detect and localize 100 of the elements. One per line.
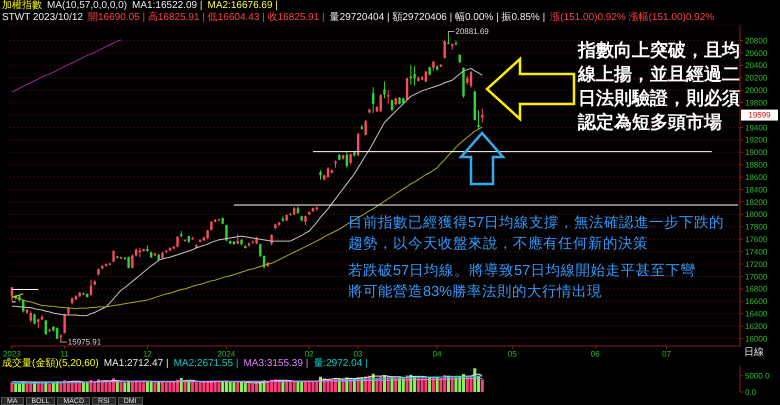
bar bbox=[26, 383, 29, 392]
bar bbox=[164, 382, 168, 392]
bar bbox=[153, 382, 156, 392]
bar bbox=[228, 382, 232, 392]
y-tick-label: 17800 bbox=[745, 222, 768, 232]
y-tick-label: 20400 bbox=[745, 61, 768, 70]
x-tick-label: 04 bbox=[432, 350, 442, 359]
candlestick bbox=[127, 256, 130, 269]
candlestick bbox=[410, 64, 412, 86]
candlestick bbox=[236, 234, 239, 245]
y-tick-label: 20800 bbox=[745, 36, 768, 46]
y-tick-label: 16400 bbox=[745, 310, 768, 319]
y-tick-label: 19800 bbox=[745, 98, 768, 108]
bar bbox=[217, 382, 220, 392]
bar bbox=[304, 380, 307, 392]
chart-title: 加權指數 bbox=[2, 0, 42, 12]
y-tick-label: 16200 bbox=[745, 322, 768, 331]
candlestick bbox=[380, 93, 382, 112]
candlestick bbox=[364, 119, 367, 136]
bar bbox=[315, 382, 318, 392]
candlestick bbox=[44, 319, 48, 336]
bar bbox=[138, 381, 142, 392]
bar bbox=[82, 382, 85, 392]
bar bbox=[40, 383, 44, 392]
x-tick-label: 07 bbox=[662, 350, 672, 359]
annotation: 15975.91 bbox=[68, 338, 102, 347]
bar bbox=[142, 382, 146, 392]
bar bbox=[194, 382, 198, 392]
candlestick bbox=[406, 77, 408, 101]
bar bbox=[470, 377, 473, 392]
bar bbox=[127, 380, 130, 392]
bar bbox=[439, 378, 442, 392]
bar bbox=[198, 382, 202, 392]
bar bbox=[251, 384, 254, 392]
candlestick bbox=[387, 90, 390, 104]
y-tick-label: 19400 bbox=[745, 123, 768, 132]
y-tick-label: 18400 bbox=[745, 185, 768, 194]
bar bbox=[187, 380, 190, 392]
bar bbox=[123, 382, 126, 392]
bar bbox=[10, 382, 14, 392]
text: 量29720404 | 額29720406 | 幅0.00% | 振0.85% | bbox=[330, 12, 546, 24]
bar bbox=[266, 382, 270, 392]
annotation: 將可能營造83%勝率法則的大行情出現 bbox=[348, 282, 604, 302]
annotation: 指數向上突破，且均線上揚，並且經過二日法則驗證，則必須認定為短多頭市場 bbox=[578, 39, 741, 134]
text: STWT 2023/10/12 bbox=[2, 12, 83, 24]
candlestick bbox=[424, 70, 428, 83]
bar bbox=[86, 382, 89, 392]
bar bbox=[214, 382, 217, 392]
bar bbox=[104, 382, 108, 392]
bar bbox=[270, 380, 274, 392]
bar bbox=[236, 382, 240, 392]
annotation: 20881.69 bbox=[455, 26, 490, 36]
bar bbox=[285, 380, 288, 392]
x-tick-label: 05 bbox=[508, 350, 518, 359]
y-tick-label: 16000 bbox=[745, 334, 768, 344]
text: 開16690.05 | 高16825.91 | 低16604.43 | 收16825.91 | bbox=[88, 12, 325, 24]
candlestick bbox=[319, 170, 322, 180]
annotation: 量:2972.04 | bbox=[313, 358, 368, 370]
y-tick-label: 18200 bbox=[745, 198, 768, 207]
bar bbox=[157, 382, 160, 392]
bar bbox=[420, 378, 424, 392]
candlestick bbox=[259, 243, 262, 258]
bar bbox=[428, 377, 432, 392]
bar bbox=[458, 376, 462, 392]
bar bbox=[221, 382, 224, 392]
bar bbox=[18, 384, 21, 392]
bar bbox=[296, 381, 300, 392]
chart-subtitle: MA(10,57,0,0,0,0) bbox=[47, 0, 128, 12]
bar bbox=[146, 382, 149, 392]
y-tick-label: 20600 bbox=[745, 48, 768, 58]
bar bbox=[108, 382, 112, 392]
x-axis-title: 日線 bbox=[744, 347, 764, 358]
annotation: MA3:3155.39 | bbox=[243, 358, 308, 370]
candlestick bbox=[37, 318, 40, 328]
bar bbox=[232, 382, 236, 392]
bar bbox=[248, 383, 251, 392]
y-tick-label: 20200 bbox=[745, 74, 768, 83]
bar bbox=[300, 382, 304, 392]
line-series bbox=[11, 39, 122, 93]
y-tick-label: 16800 bbox=[745, 284, 768, 294]
bar bbox=[202, 382, 206, 392]
bar bbox=[48, 384, 52, 392]
bar bbox=[402, 378, 405, 392]
annotation: 目前指數已經獲得57日均線支撐，無法確認進一步下跌的趨勢，以今天收盤來說，不應有任何新的決策 bbox=[348, 214, 726, 254]
y-tick-label: 0.0 bbox=[745, 388, 757, 397]
candlestick bbox=[30, 310, 32, 323]
y-tick-label: 17000 bbox=[745, 272, 768, 282]
bar bbox=[78, 382, 82, 392]
y-tick-label: 18000 bbox=[745, 210, 768, 220]
x-tick-label: 12 bbox=[142, 350, 152, 359]
y-tick-label: 17200 bbox=[745, 260, 768, 269]
y-tick-label: 5000.0 bbox=[745, 372, 770, 381]
candlestick bbox=[346, 152, 348, 168]
bar bbox=[184, 381, 187, 392]
y-tick-label: 18800 bbox=[745, 160, 768, 170]
bar bbox=[172, 382, 176, 392]
text: 漲(151.00)0.92% 漲幅(151.00)0.92% bbox=[550, 12, 714, 24]
bar bbox=[116, 381, 119, 392]
line-series bbox=[11, 68, 483, 316]
candlestick bbox=[481, 108, 484, 123]
